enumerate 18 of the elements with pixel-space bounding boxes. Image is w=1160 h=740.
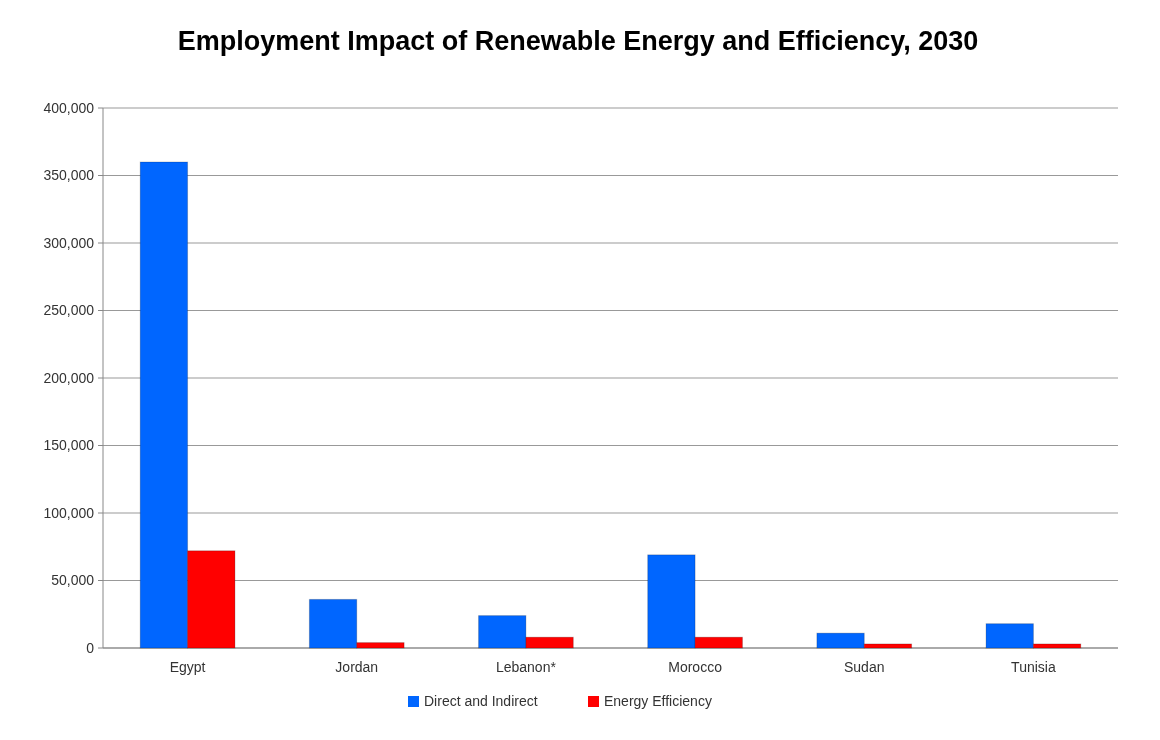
x-tick-label: Morocco [668,659,723,675]
x-tick-label: Egypt [169,659,206,675]
x-tick-label: Jordan [335,659,379,675]
y-tick-label: 50,000 [51,572,95,589]
y-tick-label: 300,000 [43,234,95,251]
x-tick-label: Sudan [844,659,885,675]
y-tick-label: 350,000 [43,167,95,184]
y-tick-label: 200,000 [43,369,95,386]
y-tick-label: 0 [86,639,95,656]
y-tick-label: 250,000 [43,302,95,319]
legend-label: Energy Efficiency [604,693,712,709]
legend-label: Direct and Indirect [424,693,538,709]
y-tick-label: 400,000 [43,99,95,116]
y-tick-label: 100,000 [43,504,95,521]
chart-title: Employment Impact of Renewable Energy and Efficiency, 2030 [177,26,979,56]
x-tick-label: Tunisia [1011,659,1056,675]
y-tick-label: 150,000 [43,437,95,454]
x-tick-label: Lebanon* [495,659,557,675]
